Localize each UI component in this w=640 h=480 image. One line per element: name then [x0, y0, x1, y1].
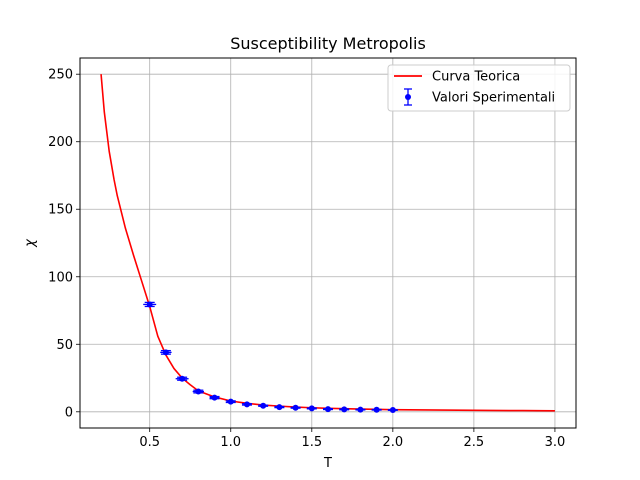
data-point: [339, 406, 350, 413]
y-tick-label: 250: [48, 68, 73, 83]
legend-label: Curva Teorica: [432, 70, 520, 85]
marker: [162, 349, 169, 356]
x-tick-label: 2.5: [464, 435, 485, 450]
data-point: [274, 404, 285, 411]
marker: [373, 406, 380, 413]
marker: [308, 405, 315, 412]
plot-frame: [79, 57, 577, 429]
data-point: [225, 398, 236, 405]
x-tick-label: 2.0: [382, 435, 403, 450]
data-point: [175, 375, 189, 382]
data-point: [192, 388, 204, 395]
data-point: [143, 301, 157, 308]
marker: [292, 404, 299, 411]
series-line-curva-teorica: [100, 74, 555, 412]
y-tick-label: 150: [48, 203, 73, 218]
y-tick-label: 200: [48, 135, 73, 150]
data-point: [371, 406, 382, 413]
marker: [179, 375, 186, 382]
axes: 0.5 1.0 1.5 2.0 2.5 3.0 0 50 100 150 200 250: [48, 68, 565, 450]
legend-box: [387, 64, 571, 112]
marker: [357, 406, 364, 413]
y-tick-label: 50: [56, 338, 73, 353]
y-tick-label: 0: [65, 405, 73, 420]
marker: [211, 394, 218, 401]
legend-marker-swatch: [405, 94, 411, 100]
data-point: [160, 349, 172, 356]
legend: Curva Teorica Valori Sperimentali: [387, 64, 571, 112]
marker: [276, 404, 283, 411]
marker: [243, 401, 250, 408]
marker: [341, 406, 348, 413]
data-point: [258, 402, 269, 409]
marker: [227, 398, 234, 405]
plot-content: [100, 74, 555, 414]
y-axis-label: χ: [23, 238, 38, 248]
legend-entry: Valori Sperimentali: [404, 88, 555, 106]
marker: [260, 402, 267, 409]
data-point: [323, 406, 333, 413]
data-point: [241, 401, 252, 408]
x-tick-label: 1.0: [220, 435, 241, 450]
legend-label: Valori Sperimentali: [432, 91, 555, 106]
data-point: [290, 404, 301, 411]
y-tick-label: 100: [48, 270, 73, 285]
x-tick-label: 3.0: [545, 435, 566, 450]
chart-title: Susceptibility Metropolis: [230, 34, 426, 53]
marker: [195, 388, 202, 395]
grid: [80, 58, 576, 428]
x-tick-label: 1.5: [301, 435, 322, 450]
marker: [389, 407, 396, 414]
x-axis-label: T: [323, 456, 332, 471]
data-point: [387, 407, 398, 414]
data-point: [355, 406, 366, 413]
legend-entry: Curva Teorica: [394, 70, 520, 85]
data-point: [209, 394, 220, 401]
marker: [325, 406, 331, 413]
marker: [146, 301, 153, 308]
x-tick-label: 0.5: [139, 435, 160, 450]
data-point: [306, 405, 317, 412]
